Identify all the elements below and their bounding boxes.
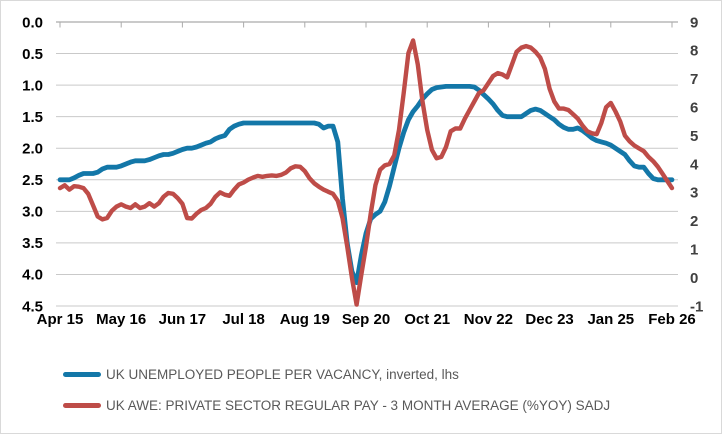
x-axis-tick-label: Dec 23 — [525, 311, 573, 328]
legend-entry-unemployed-per-vacancy: UK UNEMPLOYED PEOPLE PER VACANCY, invert… — [63, 365, 610, 383]
right-axis-tick-label: 1 — [690, 241, 698, 258]
x-axis-tick-label: Apr 15 — [37, 311, 84, 328]
right-axis-tick-label: 4 — [690, 156, 699, 173]
right-axis-tick-label: -1 — [690, 298, 703, 315]
right-axis-tick-label: 9 — [690, 14, 698, 31]
left-axis-tick-label: 1.5 — [22, 109, 43, 126]
left-axis-tick-label: 3.0 — [22, 204, 43, 221]
chart-legend: UK UNEMPLOYED PEOPLE PER VACANCY, invert… — [63, 365, 610, 414]
x-axis-tick-label: Jul 18 — [222, 311, 265, 328]
right-axis-tick-label: 7 — [690, 71, 698, 88]
right-axis-tick-label: 5 — [690, 128, 698, 145]
x-axis-tick-label: Aug 19 — [280, 311, 330, 328]
right-axis-tick-label: 0 — [690, 270, 698, 287]
blue-line-swatch-icon — [63, 371, 101, 377]
left-axis-tick-label: 1.0 — [22, 77, 43, 94]
x-axis-tick-label: May 16 — [96, 311, 146, 328]
left-axis-tick-label: 4.5 — [22, 298, 43, 315]
x-axis-tick-label: Oct 21 — [404, 311, 450, 328]
x-axis-tick-label: Nov 22 — [464, 311, 513, 328]
legend-label: UK AWE: PRIVATE SECTOR REGULAR PAY - 3 M… — [106, 397, 611, 413]
right-axis-tick-label: 2 — [690, 213, 698, 230]
series-line-awe-private-pay — [57, 38, 675, 307]
right-axis-tick-label: 6 — [690, 99, 698, 116]
left-axis-tick-label: 4.0 — [22, 267, 43, 284]
left-axis-tick-label: 0.5 — [22, 46, 43, 63]
x-axis-tick-label: Feb 26 — [648, 311, 696, 328]
left-axis-tick-label: 2.5 — [22, 172, 43, 189]
left-axis-tick-label: 0.0 — [22, 14, 43, 31]
right-axis-tick-label: 3 — [690, 185, 698, 202]
x-axis-tick-label: Jun 17 — [159, 311, 207, 328]
legend-label: UK UNEMPLOYED PEOPLE PER VACANCY, invert… — [106, 366, 459, 382]
red-line-swatch-icon — [63, 402, 101, 408]
right-axis-tick-label: 8 — [690, 43, 698, 60]
left-axis-tick-label: 2.0 — [22, 140, 43, 157]
legend-entry-awe-private-pay: UK AWE: PRIVATE SECTOR REGULAR PAY - 3 M… — [63, 396, 610, 414]
x-axis-tick-label: Sep 20 — [342, 311, 390, 328]
left-axis-tick-label: 3.5 — [22, 235, 43, 252]
x-axis-tick-label: Jan 25 — [587, 311, 634, 328]
